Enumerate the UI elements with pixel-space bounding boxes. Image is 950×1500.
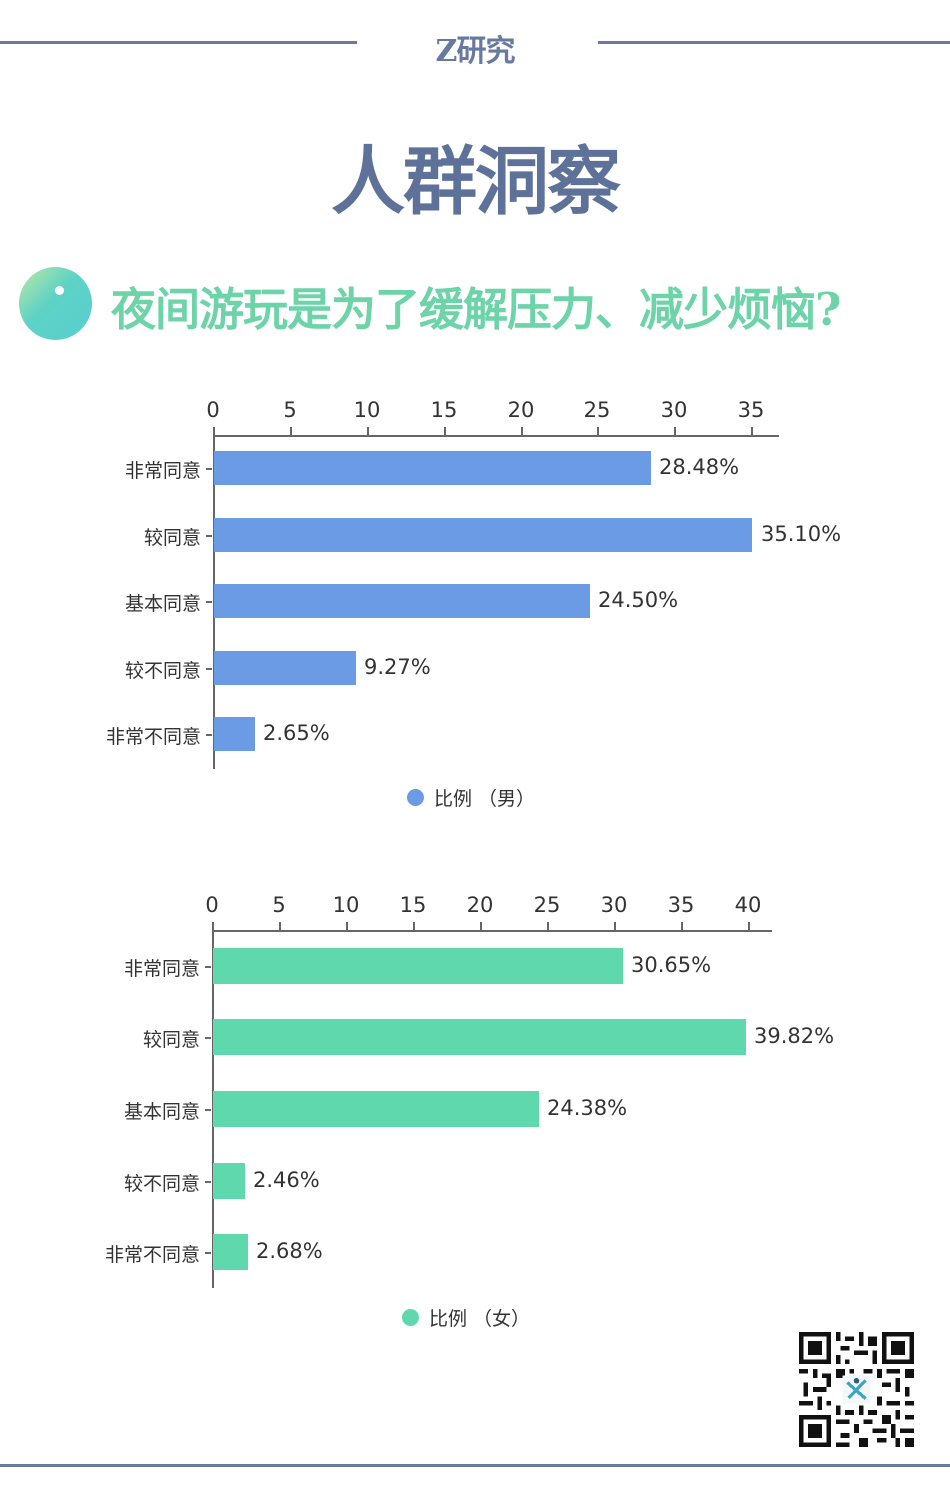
value-label: 2.65% bbox=[263, 721, 330, 745]
x-tick-label: 30 bbox=[660, 398, 688, 422]
x-tick bbox=[413, 922, 415, 930]
category-label: 较同意 bbox=[143, 527, 201, 549]
x-tick bbox=[290, 427, 292, 435]
value-label: 2.46% bbox=[253, 1168, 320, 1192]
value-label: 28.48% bbox=[659, 455, 740, 479]
category-tick bbox=[206, 468, 212, 470]
x-tick bbox=[748, 922, 750, 930]
footer-rule bbox=[0, 1464, 950, 1467]
category-tick bbox=[206, 668, 212, 670]
x-tick bbox=[367, 427, 369, 435]
x-tick bbox=[279, 922, 281, 930]
bar bbox=[213, 1019, 746, 1055]
category-label: 较同意 bbox=[142, 1029, 200, 1051]
x-tick bbox=[213, 427, 215, 435]
x-tick-label: 25 bbox=[583, 398, 611, 422]
header-rule-right bbox=[598, 41, 950, 44]
category-label: 非常不同意 bbox=[105, 726, 201, 748]
category-tick bbox=[206, 734, 212, 736]
category-label: 基本同意 bbox=[124, 593, 201, 615]
x-tick-label: 25 bbox=[533, 893, 561, 917]
category-label: 非常同意 bbox=[123, 958, 200, 980]
x-tick bbox=[751, 427, 753, 435]
legend-male: 比例 （男） bbox=[407, 784, 535, 811]
category-label: 较不同意 bbox=[123, 1173, 200, 1195]
x-tick-label: 35 bbox=[667, 893, 695, 917]
category-tick bbox=[205, 1181, 211, 1183]
x-tick bbox=[547, 922, 549, 930]
category-tick bbox=[205, 1037, 211, 1039]
x-tick-label: 35 bbox=[737, 398, 765, 422]
legend-female: 比例 （女） bbox=[402, 1304, 530, 1331]
x-tick-label: 5 bbox=[283, 398, 297, 422]
header-rule-left bbox=[0, 41, 357, 44]
x-axis-line bbox=[212, 930, 772, 932]
x-tick bbox=[597, 427, 599, 435]
category-tick bbox=[206, 601, 212, 603]
category-label: 基本同意 bbox=[123, 1101, 200, 1123]
y-axis-line bbox=[213, 435, 215, 769]
category-tick bbox=[205, 1252, 211, 1254]
bar bbox=[213, 1234, 248, 1270]
category-tick bbox=[205, 966, 211, 968]
x-tick-label: 5 bbox=[272, 893, 286, 917]
x-tick-label: 30 bbox=[600, 893, 628, 917]
category-label: 较不同意 bbox=[124, 660, 201, 682]
qr-code-icon[interactable] bbox=[799, 1332, 914, 1447]
value-label: 24.50% bbox=[598, 588, 679, 612]
question-heading: 夜间游玩是为了缓解压力、减少烦恼? bbox=[111, 283, 841, 336]
x-axis-line bbox=[213, 435, 779, 437]
category-tick bbox=[206, 535, 212, 537]
x-tick-label: 40 bbox=[734, 893, 762, 917]
chart-female: 0 5 10 15 20 25 30 35 40 非常同意 30.65% 较同意… bbox=[104, 893, 835, 1331]
value-label: 2.68% bbox=[256, 1239, 323, 1263]
x-tick-label: 0 bbox=[205, 893, 219, 917]
bar bbox=[214, 451, 651, 485]
legend-dot-icon bbox=[407, 789, 424, 806]
value-label: 35.10% bbox=[761, 522, 842, 546]
legend-dot-icon bbox=[402, 1309, 419, 1326]
x-tick-label: 10 bbox=[332, 893, 360, 917]
bar bbox=[213, 1091, 539, 1127]
x-tick-label: 10 bbox=[353, 398, 381, 422]
x-tick bbox=[444, 427, 446, 435]
legend-label: 比例 （男） bbox=[434, 788, 536, 810]
category-tick bbox=[205, 1109, 211, 1111]
x-tick-label: 20 bbox=[507, 398, 535, 422]
bar bbox=[214, 651, 356, 685]
x-tick bbox=[346, 922, 348, 930]
legend-label: 比例 （女） bbox=[429, 1308, 531, 1330]
page-title: 人群洞察 bbox=[331, 139, 621, 225]
chart-male: 0 5 10 15 20 25 30 35 非常同意 28.48% 较同意 35… bbox=[105, 398, 842, 811]
bullet-circle-icon bbox=[19, 267, 92, 340]
value-label: 39.82% bbox=[754, 1024, 835, 1048]
x-tick-label: 0 bbox=[206, 398, 220, 422]
value-label: 9.27% bbox=[364, 655, 431, 679]
bar bbox=[213, 1163, 245, 1199]
bar bbox=[213, 948, 623, 984]
x-tick bbox=[480, 922, 482, 930]
bar bbox=[214, 717, 255, 751]
value-label: 30.65% bbox=[631, 953, 712, 977]
y-axis-line bbox=[212, 930, 214, 1288]
x-tick-label: 15 bbox=[430, 398, 458, 422]
x-tick-label: 15 bbox=[399, 893, 427, 917]
category-label: 非常不同意 bbox=[104, 1244, 200, 1266]
x-tick bbox=[212, 922, 214, 930]
category-label: 非常同意 bbox=[124, 460, 201, 482]
bar bbox=[214, 518, 752, 552]
value-label: 24.38% bbox=[547, 1096, 628, 1120]
x-tick bbox=[681, 922, 683, 930]
brand-label: Z研究 bbox=[435, 34, 516, 69]
x-tick bbox=[674, 427, 676, 435]
x-tick bbox=[614, 922, 616, 930]
bar bbox=[214, 584, 590, 618]
x-tick bbox=[521, 427, 523, 435]
x-tick-label: 20 bbox=[466, 893, 494, 917]
